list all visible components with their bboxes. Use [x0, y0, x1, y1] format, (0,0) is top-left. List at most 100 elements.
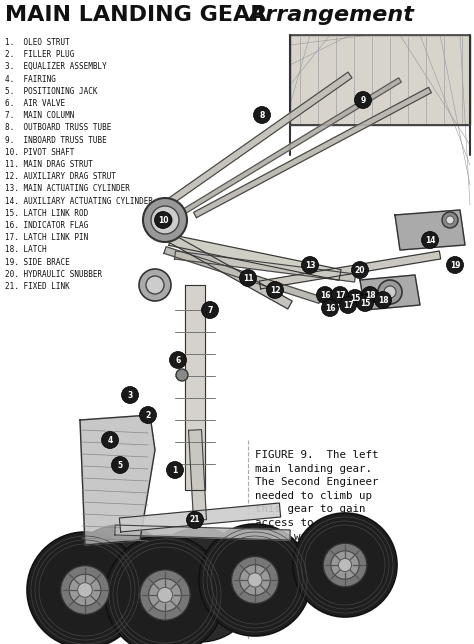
Text: 4.  FAIRING: 4. FAIRING [5, 75, 56, 84]
Text: 21. FIXED LINK: 21. FIXED LINK [5, 282, 70, 291]
Polygon shape [193, 88, 431, 218]
Text: 14: 14 [425, 236, 435, 245]
Circle shape [331, 287, 348, 303]
Text: 21: 21 [190, 515, 200, 524]
Text: 2: 2 [146, 410, 151, 419]
Text: 6: 6 [175, 355, 181, 365]
Text: 6.  AIR VALVE: 6. AIR VALVE [5, 99, 65, 108]
Polygon shape [164, 247, 321, 303]
Bar [290, 35, 470, 125]
Circle shape [139, 406, 156, 424]
Circle shape [101, 431, 118, 448]
Text: 17: 17 [335, 290, 346, 299]
Circle shape [146, 276, 164, 294]
Text: 15: 15 [360, 299, 370, 307]
Text: 20. HYDRAULIC SNUBBER: 20. HYDRAULIC SNUBBER [5, 270, 102, 279]
Text: MAIN LANDING GEAR: MAIN LANDING GEAR [5, 5, 267, 25]
Circle shape [155, 211, 172, 229]
Text: 14. AUXILIARY ACTUATING CYLINDER: 14. AUXILIARY ACTUATING CYLINDER [5, 196, 153, 205]
Circle shape [239, 269, 256, 287]
Text: 13: 13 [305, 261, 315, 269]
Text: 15: 15 [350, 294, 360, 303]
Circle shape [338, 558, 352, 572]
Circle shape [356, 294, 374, 312]
Circle shape [352, 261, 368, 278]
Circle shape [27, 532, 143, 644]
Circle shape [110, 570, 130, 590]
Circle shape [301, 256, 319, 274]
Circle shape [190, 574, 210, 595]
Text: FIGURE 9.  The left
main landing gear.
The Second Engineer
needed to climb up
th: FIGURE 9. The left main landing gear. Th… [255, 450, 398, 596]
Circle shape [421, 231, 438, 249]
Polygon shape [169, 234, 341, 280]
Circle shape [151, 206, 179, 234]
Text: 10: 10 [158, 216, 168, 225]
Circle shape [139, 269, 171, 301]
Circle shape [317, 287, 334, 303]
Circle shape [293, 513, 397, 617]
Polygon shape [163, 231, 292, 309]
Circle shape [65, 525, 175, 635]
Circle shape [362, 287, 379, 303]
Circle shape [166, 462, 183, 478]
Circle shape [378, 280, 402, 304]
Circle shape [248, 573, 262, 587]
Circle shape [158, 213, 172, 227]
Circle shape [442, 212, 458, 228]
Circle shape [447, 256, 464, 274]
Polygon shape [163, 72, 352, 208]
Circle shape [170, 352, 186, 368]
Bar [290, 35, 470, 125]
Text: 8.  OUTBOARD TRUSS TUBE: 8. OUTBOARD TRUSS TUBE [5, 124, 111, 133]
Circle shape [374, 292, 392, 308]
Text: 10. PIVOT SHAFT: 10. PIVOT SHAFT [5, 148, 74, 156]
Circle shape [69, 574, 101, 606]
Circle shape [78, 583, 92, 597]
Circle shape [331, 551, 359, 579]
Text: 18: 18 [365, 290, 375, 299]
Circle shape [346, 290, 364, 307]
Polygon shape [395, 210, 465, 250]
Circle shape [177, 562, 223, 608]
Text: 1.  OLEO STRUT: 1. OLEO STRUT [5, 38, 70, 47]
Circle shape [149, 578, 182, 611]
Circle shape [446, 216, 454, 224]
Text: 15. LATCH LINK ROD: 15. LATCH LINK ROD [5, 209, 88, 218]
Text: 1: 1 [173, 466, 178, 475]
Circle shape [323, 543, 367, 587]
Polygon shape [115, 525, 290, 540]
Polygon shape [259, 251, 441, 289]
Text: 20: 20 [355, 265, 365, 274]
Text: 17: 17 [343, 301, 353, 310]
Text: 5: 5 [118, 460, 123, 469]
Text: 13. MAIN ACTUATING CYLINDER: 13. MAIN ACTUATING CYLINDER [5, 184, 130, 193]
Text: 19: 19 [450, 261, 460, 269]
Text: 9.  INBOARD TRUSS TUBE: 9. INBOARD TRUSS TUBE [5, 136, 107, 145]
Circle shape [339, 296, 356, 314]
Polygon shape [80, 415, 155, 545]
Circle shape [121, 386, 138, 404]
Polygon shape [169, 78, 401, 222]
Circle shape [140, 570, 190, 620]
Text: Arrangement: Arrangement [248, 5, 414, 25]
Circle shape [240, 565, 270, 595]
Circle shape [105, 535, 225, 644]
Text: 4: 4 [108, 435, 113, 444]
Circle shape [266, 281, 283, 299]
Text: 3: 3 [128, 390, 133, 399]
Circle shape [254, 106, 271, 124]
Circle shape [98, 558, 142, 602]
Polygon shape [119, 503, 281, 532]
Circle shape [355, 91, 372, 108]
Circle shape [201, 301, 219, 319]
Polygon shape [189, 430, 207, 520]
Polygon shape [174, 251, 356, 282]
Text: 7.  MAIN COLUMN: 7. MAIN COLUMN [5, 111, 74, 120]
Text: 16: 16 [320, 290, 330, 299]
Circle shape [61, 565, 109, 614]
Text: 16: 16 [325, 303, 335, 312]
Circle shape [321, 299, 338, 316]
Text: 19. SIDE BRACE: 19. SIDE BRACE [5, 258, 70, 267]
Circle shape [199, 524, 311, 636]
Circle shape [143, 198, 187, 242]
